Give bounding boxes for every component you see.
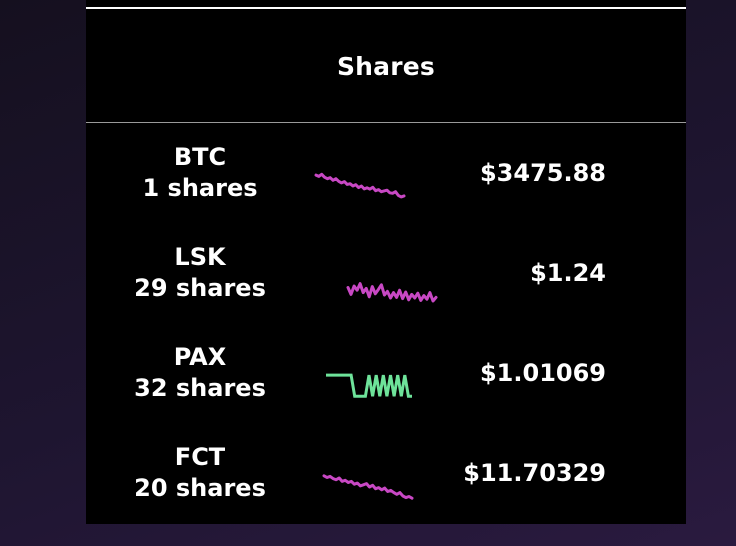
holding-shares: 32 shares xyxy=(134,374,266,402)
holding-price: $1.24 xyxy=(530,259,606,287)
holding-symbol: FCT xyxy=(174,443,226,471)
holding-price: $11.70329 xyxy=(463,459,606,487)
sparkline-chart xyxy=(322,474,414,500)
holding-symbol: LSK xyxy=(174,243,226,271)
holding-symbol: BTC xyxy=(173,143,227,171)
panel-title: Shares xyxy=(336,52,436,81)
holding-identity: LSK 29 shares xyxy=(120,242,280,304)
sparkline-path xyxy=(326,373,412,398)
holding-shares: 1 shares xyxy=(142,174,258,202)
sparkline-path xyxy=(322,474,414,500)
header-divider xyxy=(86,122,686,123)
holding-shares: 29 shares xyxy=(134,274,266,302)
holding-row-pax[interactable]: PAX 32 shares $1.01069 xyxy=(86,323,686,423)
sparkline-chart xyxy=(326,373,412,398)
holding-row-lsk[interactable]: LSK 29 shares $1.24 xyxy=(86,223,686,323)
holding-shares: 20 shares xyxy=(134,474,266,502)
sparkline-path xyxy=(346,282,438,303)
holding-row-btc[interactable]: BTC 1 shares $3475.88 xyxy=(86,123,686,223)
panel-header: Shares xyxy=(86,9,686,122)
sparkline-chart xyxy=(314,172,406,199)
shares-panel: Shares BTC 1 shares $3475.88 LSK 29 shar… xyxy=(86,0,686,524)
holding-symbol: PAX xyxy=(173,343,227,371)
sparkline-path xyxy=(314,172,406,199)
holding-price: $1.01069 xyxy=(479,359,606,387)
panel-top-divider xyxy=(86,7,686,9)
holding-price: $3475.88 xyxy=(479,159,606,187)
holding-identity: PAX 32 shares xyxy=(120,342,280,404)
holding-row-fct[interactable]: FCT 20 shares $11.70329 xyxy=(86,423,686,523)
sparkline-chart xyxy=(346,282,438,303)
holdings-list: BTC 1 shares $3475.88 LSK 29 shares $1.2… xyxy=(86,123,686,523)
holding-identity: FCT 20 shares xyxy=(120,442,280,504)
holding-identity: BTC 1 shares xyxy=(120,142,280,204)
